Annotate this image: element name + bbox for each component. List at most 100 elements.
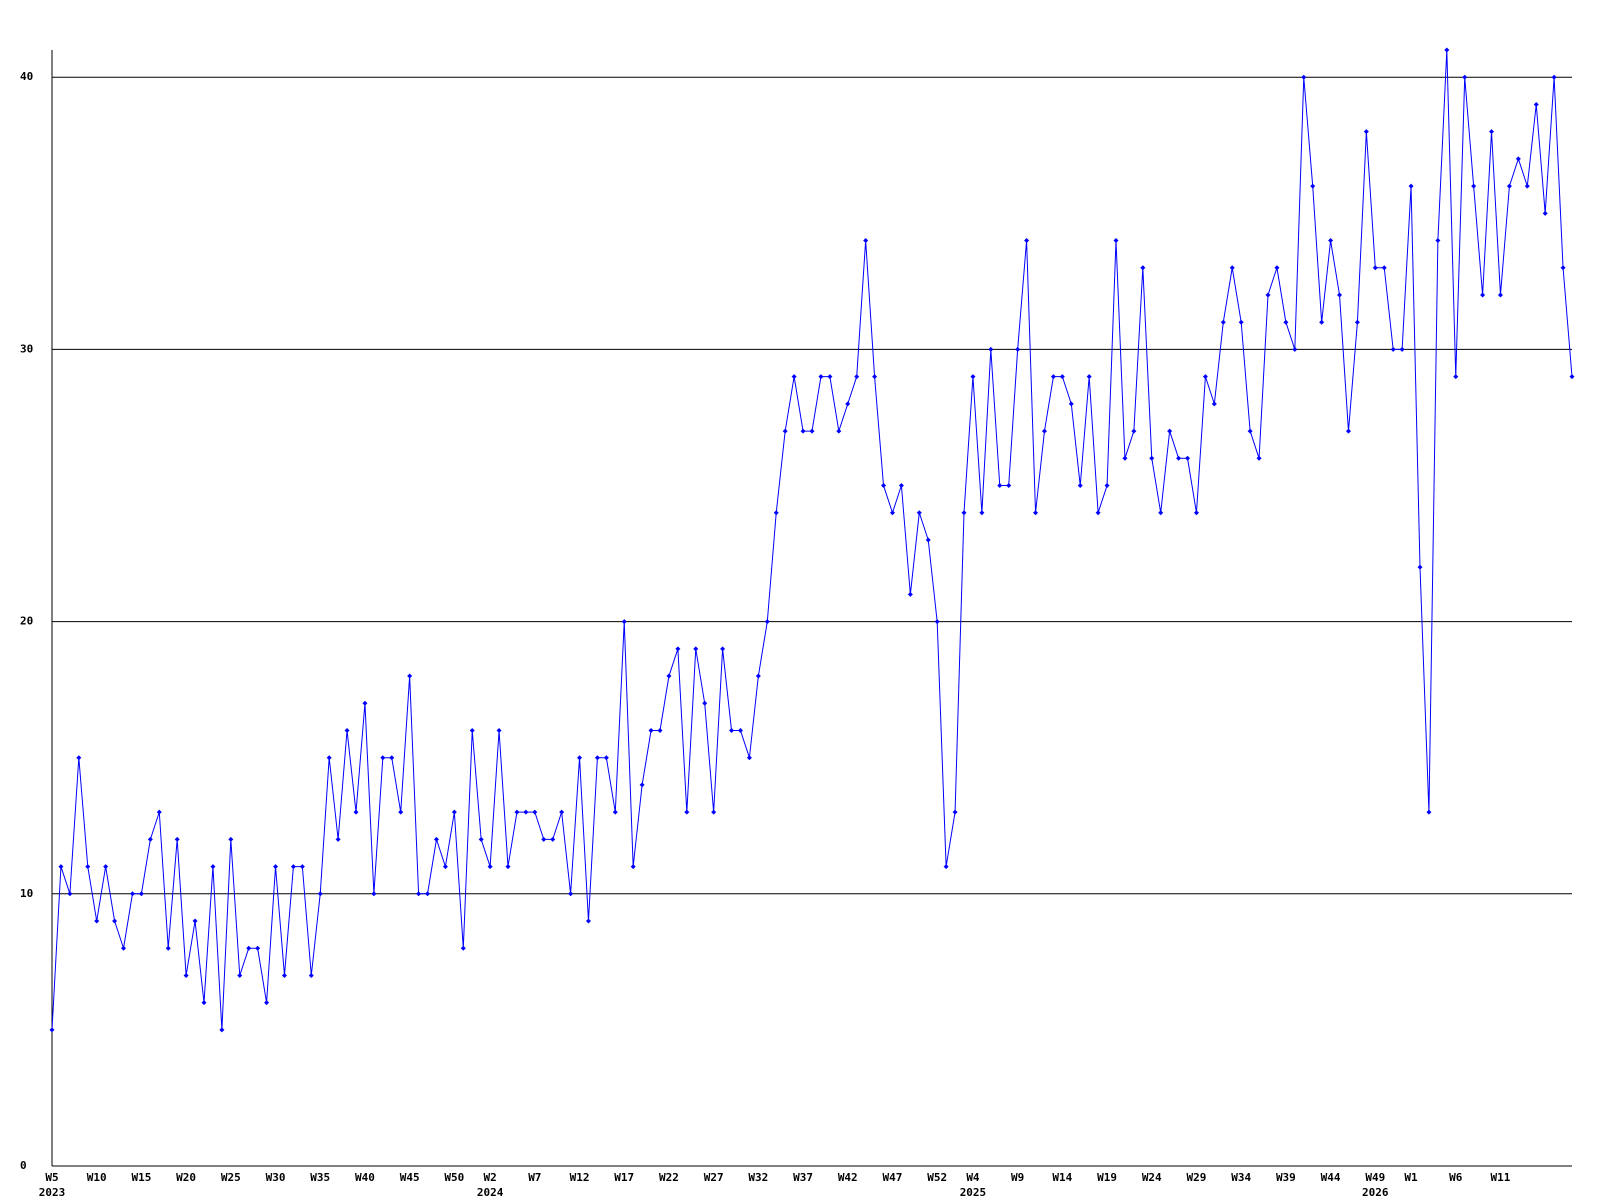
y-tick-label: 30 xyxy=(20,342,33,355)
data-point xyxy=(362,700,368,706)
x-tick-label: W4 xyxy=(966,1171,980,1184)
x-tick-label: W42 xyxy=(838,1171,858,1184)
data-point xyxy=(1176,455,1182,461)
data-point xyxy=(1551,74,1557,80)
data-point xyxy=(1068,401,1074,407)
data-point xyxy=(1158,510,1164,516)
data-point xyxy=(290,864,296,870)
data-point xyxy=(1524,183,1530,189)
x-tick-label: W1 xyxy=(1404,1171,1418,1184)
data-point xyxy=(1471,183,1477,189)
data-point xyxy=(1033,510,1039,516)
data-point xyxy=(1390,346,1396,352)
data-point xyxy=(603,755,609,761)
data-point xyxy=(1497,292,1503,298)
data-point xyxy=(1167,428,1173,434)
data-point xyxy=(407,673,413,679)
y-tick-label: 20 xyxy=(20,615,33,628)
x-tick-label: W27 xyxy=(704,1171,724,1184)
data-point xyxy=(442,864,448,870)
data-point xyxy=(380,755,386,761)
data-point xyxy=(237,972,243,978)
data-point xyxy=(344,727,350,733)
data-point xyxy=(460,945,466,951)
data-point xyxy=(594,755,600,761)
data-point xyxy=(934,619,940,625)
data-point xyxy=(1417,564,1423,570)
x-tick-label: W7 xyxy=(528,1171,541,1184)
x-tick-label: W44 xyxy=(1321,1171,1341,1184)
data-point xyxy=(729,727,735,733)
x-tick-label: W5 xyxy=(45,1171,58,1184)
data-point xyxy=(219,1027,225,1033)
data-point xyxy=(317,891,323,897)
data-point xyxy=(192,918,198,924)
data-point xyxy=(353,809,359,815)
data-point xyxy=(1515,156,1521,162)
data-point xyxy=(1506,183,1512,189)
data-point xyxy=(1086,374,1092,380)
data-point xyxy=(308,972,314,978)
x-tick-label: W50 xyxy=(444,1171,464,1184)
data-point xyxy=(183,972,189,978)
data-point xyxy=(1050,374,1056,380)
data-point xyxy=(478,836,484,842)
data-point xyxy=(684,809,690,815)
data-point xyxy=(1444,47,1450,53)
data-point xyxy=(612,809,618,815)
data-point xyxy=(532,809,538,815)
y-tick-label: 0 xyxy=(20,1159,27,1172)
x-tick-label: W10 xyxy=(87,1171,107,1184)
data-point xyxy=(451,809,457,815)
data-point xyxy=(1453,374,1459,380)
x-tick-label: W47 xyxy=(883,1171,903,1184)
x-year-label: 2025 xyxy=(960,1186,987,1199)
data-point xyxy=(1301,74,1307,80)
data-point xyxy=(389,755,395,761)
data-point xyxy=(1283,319,1289,325)
data-point xyxy=(889,510,895,516)
data-point xyxy=(881,483,887,489)
data-point xyxy=(988,346,994,352)
data-point xyxy=(648,727,654,733)
data-point xyxy=(147,836,153,842)
data-point xyxy=(1149,455,1155,461)
data-point xyxy=(1337,292,1343,298)
data-point xyxy=(398,809,404,815)
data-point xyxy=(961,510,967,516)
data-point xyxy=(1381,265,1387,271)
data-point xyxy=(487,864,493,870)
data-point xyxy=(1310,183,1316,189)
y-tick-label: 40 xyxy=(20,70,33,83)
data-point xyxy=(693,646,699,652)
data-point xyxy=(228,836,234,842)
data-point xyxy=(1015,346,1021,352)
data-point xyxy=(1256,455,1262,461)
data-point xyxy=(845,401,851,407)
data-point xyxy=(85,864,91,870)
x-tick-label: W9 xyxy=(1011,1171,1024,1184)
data-point xyxy=(764,619,770,625)
x-tick-label: W19 xyxy=(1097,1171,1117,1184)
data-point xyxy=(273,864,279,870)
x-tick-label: W39 xyxy=(1276,1171,1296,1184)
data-point xyxy=(1399,346,1405,352)
data-point xyxy=(970,374,976,380)
data-point xyxy=(299,864,305,870)
data-point xyxy=(1220,319,1226,325)
data-point xyxy=(827,374,833,380)
data-point xyxy=(1426,809,1432,815)
data-point xyxy=(523,809,529,815)
data-point xyxy=(702,700,708,706)
data-point xyxy=(854,374,860,380)
data-point xyxy=(737,727,743,733)
x-tick-label: W25 xyxy=(221,1171,241,1184)
data-point xyxy=(1229,265,1235,271)
data-point xyxy=(818,374,824,380)
data-point xyxy=(1122,455,1128,461)
data-point xyxy=(550,836,556,842)
data-point xyxy=(1462,74,1468,80)
data-point xyxy=(1024,238,1030,244)
data-point xyxy=(1247,428,1253,434)
